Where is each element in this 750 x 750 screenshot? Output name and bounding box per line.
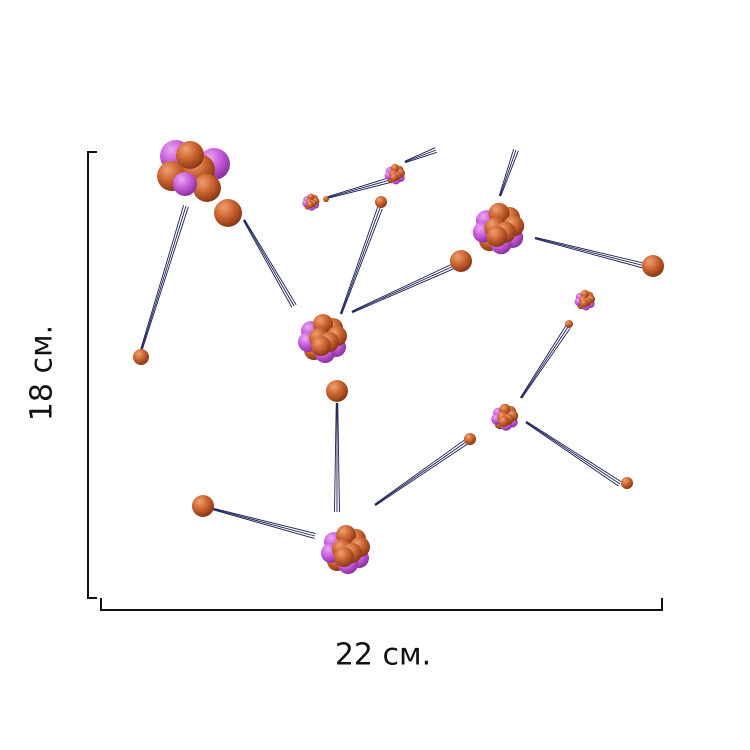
proton-ball [173,172,197,196]
neutron [621,477,633,489]
neutron-ball [311,336,331,356]
track [212,507,316,539]
track [404,147,438,164]
height-bracket [87,151,97,599]
neutron-ball [306,201,314,209]
neutron-ball [579,299,589,308]
neutron [214,199,242,227]
nucleus-center [298,314,347,363]
nucleus-bottom [321,525,370,574]
neutron [323,196,329,202]
track [374,439,468,506]
neutron [133,349,149,365]
particles [133,140,664,574]
neutron [450,250,472,272]
track [339,206,383,315]
neutron-tracks [139,147,646,539]
track [325,177,391,200]
nucleus-small [491,403,519,431]
width-label: 22 см. [334,637,432,673]
nucleus-tiny [384,163,406,185]
neutron [565,320,573,328]
neutron-ball [486,225,508,247]
neutron [375,196,387,208]
track [534,236,646,269]
neutron-ball [498,415,510,427]
track [242,219,297,308]
track [139,205,189,352]
neutron [464,433,476,445]
nucleus-tiny [302,193,320,211]
track [498,149,519,197]
track [334,402,340,513]
track [351,262,458,314]
track [525,420,622,487]
track [519,325,571,399]
nucleus-large [157,140,230,202]
nucleus-right [472,202,525,255]
neutron [642,255,664,277]
neutron-ball [193,174,221,202]
neutron [192,495,214,517]
neutron-ball [176,141,204,169]
width-bracket [100,598,663,611]
neutron-ball [389,173,399,182]
neutron [326,380,348,402]
neutron-ball [334,547,354,567]
nucleus-tiny [574,289,596,311]
height-label: 18 см. [24,324,60,422]
